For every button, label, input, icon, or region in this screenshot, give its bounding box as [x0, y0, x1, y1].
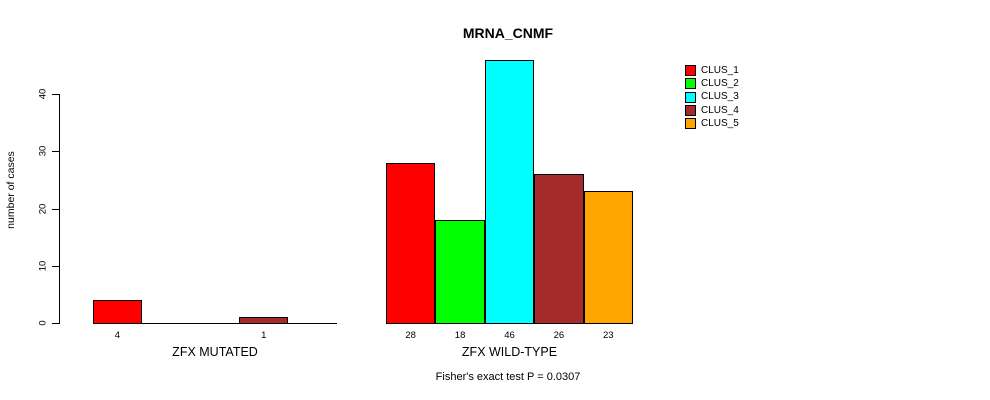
chart-title: MRNA_CNMF — [462, 25, 554, 41]
y-tick-label: 10 — [37, 260, 49, 272]
legend-row: CLUS_5 — [685, 117, 739, 130]
bar-value-label: 26 — [553, 330, 565, 341]
annotation-text: Fisher's exact test P = 0.0307 — [435, 371, 581, 383]
legend-row: CLUS_1 — [685, 64, 739, 77]
legend-swatch — [685, 91, 696, 103]
legend-row: CLUS_3 — [685, 91, 739, 104]
bar-value-label: 46 — [504, 330, 515, 341]
group-baseline — [93, 323, 337, 324]
legend-row: CLUS_2 — [685, 77, 739, 90]
bar-value-label: 1 — [261, 330, 267, 341]
bar — [386, 162, 436, 325]
legend-label: CLUS_2 — [701, 77, 739, 89]
y-tick — [52, 265, 59, 267]
bar — [583, 191, 633, 325]
bar — [239, 317, 289, 325]
y-axis-label: number of cases — [5, 151, 17, 229]
legend-swatch — [685, 78, 696, 90]
bar — [534, 174, 584, 325]
legend-label: CLUS_5 — [701, 117, 739, 129]
y-tick — [52, 208, 59, 210]
legend-row: CLUS_4 — [685, 104, 739, 117]
bar-value-label: 18 — [454, 330, 466, 341]
legend-label: CLUS_4 — [701, 104, 739, 116]
y-axis-line — [59, 94, 60, 324]
bar-value-label: 23 — [603, 330, 614, 341]
y-tick — [52, 94, 59, 95]
bar — [93, 300, 142, 325]
y-tick-label: 30 — [37, 145, 49, 157]
legend-label: CLUS_3 — [701, 91, 739, 103]
y-tick-label: 0 — [37, 320, 49, 326]
bar-value-label: 4 — [114, 330, 121, 341]
group-label: ZFX MUTATED — [172, 345, 258, 359]
y-tick — [52, 151, 59, 153]
y-tick — [52, 323, 59, 324]
legend-swatch — [685, 118, 696, 130]
legend-swatch — [685, 65, 696, 77]
y-tick-label: 20 — [37, 203, 49, 214]
group-label: ZFX WILD-TYPE — [461, 345, 558, 359]
bar — [435, 219, 485, 325]
legend-swatch — [685, 105, 696, 117]
bar-value-label: 28 — [405, 330, 416, 341]
legend: CLUS_1 CLUS_2 CLUS_3 CLUS_4 CLUS_5 — [685, 64, 739, 130]
y-tick-label: 40 — [37, 88, 49, 100]
legend-label: CLUS_1 — [701, 64, 739, 76]
bar — [484, 59, 535, 325]
